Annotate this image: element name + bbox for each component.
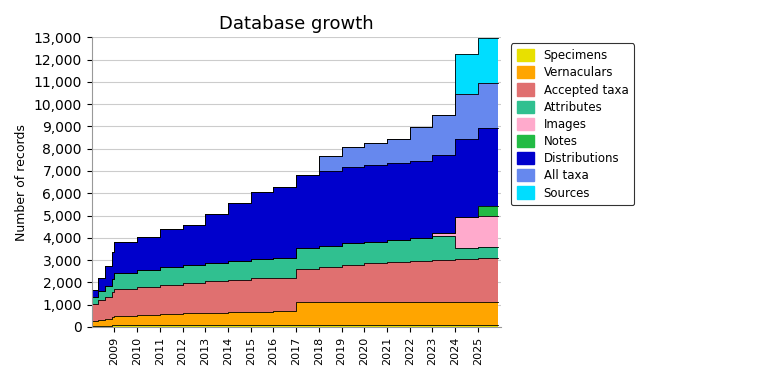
Title: Database growth: Database growth [219, 15, 374, 33]
Y-axis label: Number of records: Number of records [15, 124, 28, 241]
Legend: Specimens, Vernaculars, Accepted taxa, Attributes, Images, Notes, Distributions,: Specimens, Vernaculars, Accepted taxa, A… [511, 43, 634, 206]
